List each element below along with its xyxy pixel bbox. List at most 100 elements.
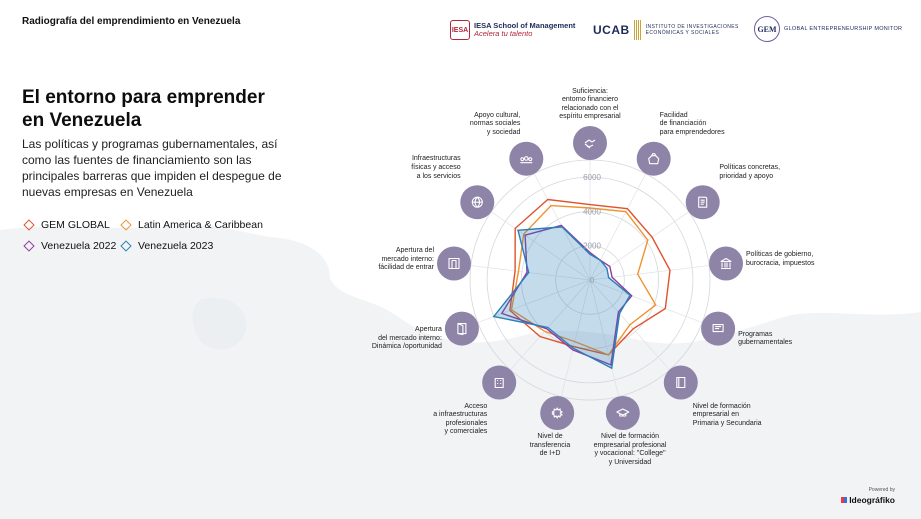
lead-paragraph: Las políticas y programas gubernamentale… [22, 137, 282, 199]
book-icon-glyph [676, 376, 686, 389]
category-label: Facilidad de financiación para emprendedor… [660, 112, 764, 138]
icon-badge [540, 396, 575, 430]
legend-item-venezuela-2022: Venezuela 2022 [22, 240, 116, 252]
category-label: Apoyo cultural, normas sociales y sociedad [416, 111, 521, 138]
grid-spoke [560, 279, 591, 397]
category-label-line: espíritu empresarial [559, 113, 621, 121]
radial-tick-label: 4000 [583, 207, 601, 216]
radar-chart-svg: 0 2000 4000 6000 [437, 126, 743, 430]
grid-spoke [589, 173, 647, 281]
icon-badge [509, 141, 544, 176]
category-label-line: Infraestructuras [411, 155, 461, 163]
category-label-line: fácilidad de entrar [378, 264, 434, 272]
series-venezuela-2023 [492, 226, 632, 370]
category-label: Políticas concretas, prioridad y apoyo [719, 164, 823, 181]
category-label: Políticas de gobierno, burocracia, impues… [746, 251, 850, 268]
radial-tick-label: 6000 [583, 173, 601, 182]
category-label-line: Políticas de gobierno, [746, 251, 814, 259]
legend-swatch [23, 240, 35, 252]
category-label-line: Apertura del [395, 247, 434, 254]
globe-icon-glyph [471, 196, 483, 208]
money-bag-icon [636, 141, 671, 176]
category-label-line: relacionado con el [561, 104, 619, 112]
partner-logos: IESA IESA School of Management Acelera t… [440, 10, 910, 50]
category-label-line: Dinámica /oportunidad [371, 343, 442, 351]
category-label-line: Apertura [415, 326, 442, 334]
category-label-line: Acceso [464, 402, 488, 410]
category-label-line: y vocacional: "College" [594, 450, 666, 458]
legend-swatch [23, 219, 35, 231]
certificate-icon-glyph [712, 324, 724, 333]
open-door-icon [444, 311, 479, 346]
radial-tick-label: 0 [590, 276, 595, 285]
money-bag-icon-glyph [648, 153, 660, 165]
category-label-line: prioridad y apoyo [719, 172, 774, 180]
community-icon [509, 141, 544, 176]
category-label-line: profesionales [445, 419, 488, 427]
grid-spoke [510, 279, 591, 371]
radar-chart: 0 2000 4000 6000 Suficiencia: entorno financ… [372, 60, 815, 500]
category-label: Nivel de formación empresarial profesiona… [578, 433, 682, 467]
page-headline: El entorno para emprender en Venezuela [22, 86, 302, 132]
series-gem-global [509, 198, 671, 356]
ideografiko-mark [841, 497, 848, 503]
category-label-line: Apoyo cultural, [474, 111, 521, 119]
category-label-line: normas sociales [469, 120, 521, 128]
category-label-line: entorno financiero [561, 96, 619, 104]
policy-document-icon [685, 185, 720, 220]
category-label-line: Primaria y Secundaria [692, 419, 762, 427]
icon-badge [437, 246, 471, 281]
category-label-line: del mercado interno: [378, 334, 442, 342]
graduation-cap-icon-glyph [616, 408, 630, 417]
legend-label: Venezuela 2022 [41, 240, 117, 252]
legend-label: Venezuela 2023 [138, 240, 214, 252]
grid-spoke [589, 279, 703, 323]
category-label-line: Nivel de [537, 433, 563, 440]
ucab-logo: UCAB INSTITUTO DE INVESTIGACIONES ECONÓM… [593, 20, 739, 40]
legend-item-venezuela-2023: Venezuela 2023 [119, 240, 213, 252]
icon-badge [482, 365, 517, 400]
book-icon [663, 365, 698, 400]
legend-label: Latin America & Caribbean [138, 219, 263, 231]
iesa-logo-mark: IESA [450, 20, 470, 40]
community-icon-glyph [520, 156, 533, 164]
iesa-logo-name: IESA School of Management [474, 21, 576, 31]
graduation-cap-icon [605, 396, 640, 430]
category-label-line: a los servicios [416, 172, 461, 180]
grid-spoke [477, 279, 591, 323]
legend-item-gem-global: GEM GLOBAL [22, 219, 110, 231]
category-label-line: empresarial en [692, 411, 739, 419]
bank-icon-glyph [720, 257, 732, 270]
iesa-logo: IESA IESA School of Management Acelera t… [450, 20, 575, 40]
category-label: Programas gubernamentales [738, 331, 842, 348]
icon-badge [444, 311, 479, 346]
category-label: Infraestructuras físicas y acceso a los se… [357, 155, 461, 181]
category-label: Suficiencia: entorno financiero relacionad… [538, 88, 642, 122]
category-label-line: mercado interno: [381, 255, 434, 263]
icon-badge [663, 365, 698, 400]
gem-logo-mark: GEM [754, 16, 780, 42]
legend-swatch [120, 240, 132, 252]
category-label: Acceso a infraestructuras profesionales y c… [383, 403, 487, 437]
report-title: Radiografía del emprendimiento en Venezu… [22, 16, 241, 27]
series-latin-america-caribbean [510, 204, 657, 356]
gem-logo: GEM GLOBAL ENTREPRENEURSHIP MONITOR [754, 16, 902, 42]
gear-icon-glyph [551, 407, 563, 419]
ideografiko-logo: Ideográfiko [841, 495, 895, 505]
handshake-icon-glyph [584, 139, 596, 149]
category-label-line: Nivel de formación [692, 402, 751, 410]
bank-icon [709, 246, 743, 281]
icon-badge [636, 141, 671, 176]
category-label: Nivel de formación empresarial en Primaria… [693, 403, 797, 429]
building-icon [482, 365, 517, 400]
grid-spoke [589, 279, 620, 397]
headline-line-2: en Venezuela [22, 110, 142, 131]
gem-logo-name: GLOBAL ENTREPRENEURSHIP MONITOR [784, 26, 903, 32]
category-label-line: gubernamentales [738, 339, 793, 347]
category-label-line: a infraestructuras [433, 411, 488, 419]
category-label-line: de financiación [659, 120, 707, 128]
handshake-icon [573, 126, 607, 160]
category-label-line: Nivel de formación [601, 433, 659, 440]
category-label: Nivel de transferencia de I+D [498, 433, 602, 459]
icon-badge [573, 126, 607, 160]
